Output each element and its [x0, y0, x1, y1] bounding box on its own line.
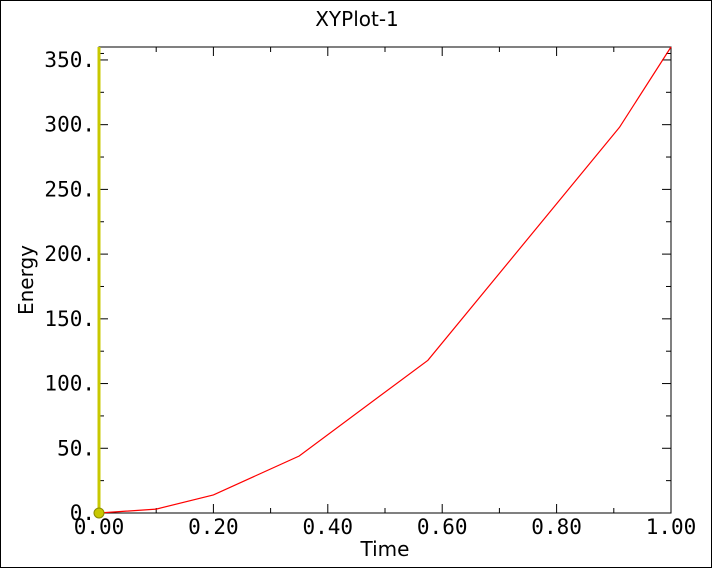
y-tick-label: 0. [70, 501, 95, 525]
y-tick-label: 350. [44, 48, 95, 72]
time-marker-dot [93, 507, 105, 519]
x-tick-label: 0.00 [74, 515, 125, 539]
chart-title: XYPlot-1 [315, 7, 399, 31]
series-line [98, 46, 672, 514]
x-axis: 0.00 0.20 0.40 0.60 0.80 1.00 [74, 47, 697, 539]
x-axis-label: Time [360, 537, 410, 561]
y-tick-label: 250. [44, 177, 95, 201]
x-tick-label: 0.40 [303, 515, 354, 539]
y-tick-label: 50. [57, 436, 95, 460]
x-tick-label: 0.20 [188, 515, 239, 539]
y-tick-label: 200. [44, 242, 95, 266]
y-axis: 0. 50. 100. 150. 200. 250. 300. 350. [44, 48, 671, 525]
y-tick-label: 100. [44, 372, 95, 396]
y-tick-label: 300. [44, 113, 95, 137]
y-tick-label: 150. [44, 307, 95, 331]
x-tick-label: 1.00 [646, 515, 697, 539]
plot-area [98, 46, 672, 514]
y-axis-label: Energy [14, 245, 38, 315]
x-tick-label: 0.60 [417, 515, 468, 539]
series-layer [93, 46, 672, 519]
x-tick-label: 0.80 [531, 515, 582, 539]
